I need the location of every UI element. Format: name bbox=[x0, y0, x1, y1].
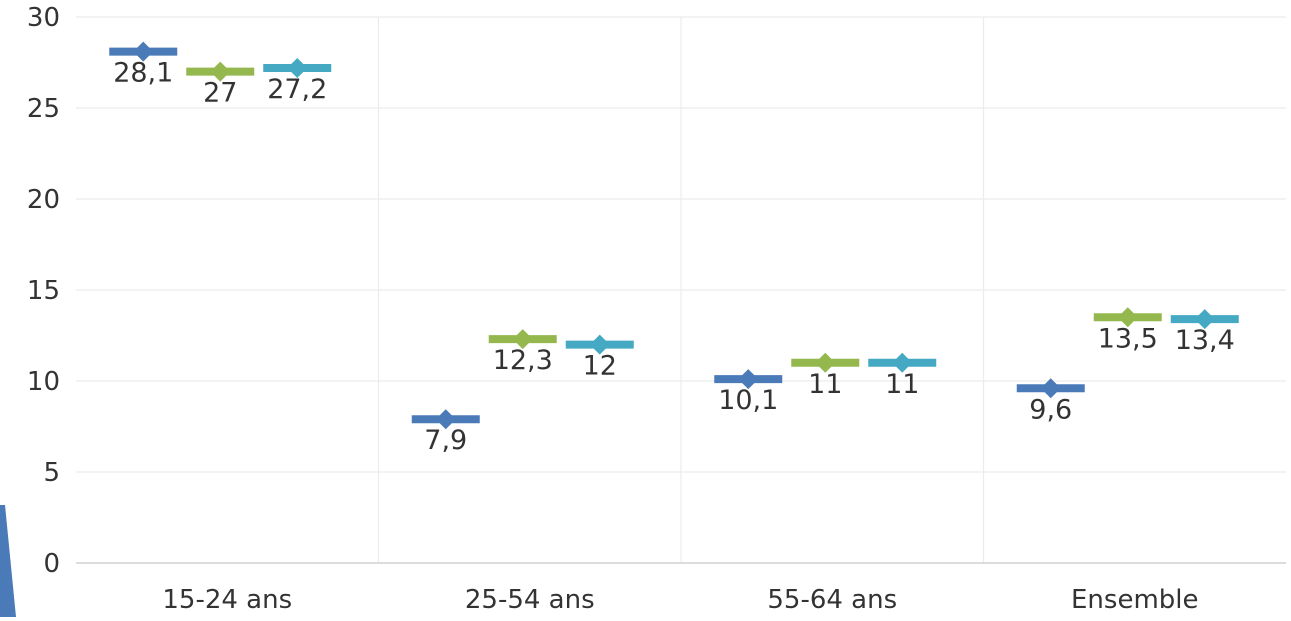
series-3-point bbox=[287, 57, 308, 78]
series-2-point bbox=[210, 61, 231, 82]
data-label: 28,1 bbox=[113, 58, 173, 89]
data-label: 7,9 bbox=[424, 425, 467, 456]
plot-area: 28,1 7,9 10,1 9,6 27 12,3 11 13,5 27,2 12 11 13,4 bbox=[109, 41, 1239, 456]
data-label: 13,5 bbox=[1098, 323, 1158, 354]
x-tick-label: 15-24 ans bbox=[162, 585, 292, 615]
decorative-triangle bbox=[0, 505, 16, 617]
grid bbox=[76, 16, 1286, 563]
series-2-point bbox=[1117, 307, 1138, 328]
series-2-point bbox=[512, 329, 533, 350]
y-tick-label: 0 bbox=[43, 549, 60, 579]
y-tick-label: 5 bbox=[43, 458, 60, 488]
data-label: 12,3 bbox=[493, 345, 553, 376]
data-label: 9,6 bbox=[1029, 394, 1072, 425]
data-label: 13,4 bbox=[1175, 325, 1235, 356]
data-label: 27 bbox=[203, 78, 237, 109]
data-label: 10,1 bbox=[718, 385, 778, 416]
data-label: 11 bbox=[808, 369, 842, 400]
y-tick-label: 20 bbox=[27, 185, 60, 215]
series-1-point bbox=[738, 369, 759, 390]
series-1-point bbox=[1040, 378, 1061, 399]
series-2-point bbox=[815, 352, 836, 373]
y-tick-label: 25 bbox=[27, 94, 60, 124]
y-tick-label: 15 bbox=[27, 276, 60, 306]
x-tick-label: Ensemble bbox=[1071, 585, 1199, 615]
y-tick-label: 30 bbox=[27, 3, 60, 33]
axes: 0 5 10 15 20 25 30 15-24 ans 25-54 ans 55-64 ans E… bbox=[27, 3, 1286, 615]
y-tick-label: 10 bbox=[27, 367, 60, 397]
series-1-point bbox=[435, 409, 456, 430]
series-3-point bbox=[589, 334, 610, 355]
data-label: 27,2 bbox=[267, 74, 327, 105]
series-3-point bbox=[892, 352, 913, 373]
series-3-point bbox=[1194, 309, 1215, 330]
series-1-point bbox=[133, 41, 154, 62]
data-label: 11 bbox=[885, 369, 919, 400]
x-tick-label: 25-54 ans bbox=[465, 585, 595, 615]
data-label: 12 bbox=[583, 351, 617, 382]
x-tick-label: 55-64 ans bbox=[767, 585, 897, 615]
